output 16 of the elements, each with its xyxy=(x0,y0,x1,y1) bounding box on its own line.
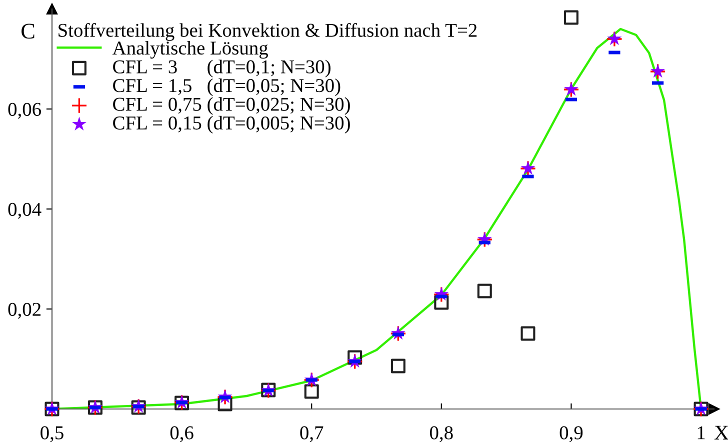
legend-label: CFL = 0,15 (dT=0,005; N=30) xyxy=(113,116,350,134)
y-tick-label: 0,04 xyxy=(8,202,42,219)
y-axis-title: C xyxy=(22,24,34,39)
x-tick-label: 1 xyxy=(698,426,705,440)
legend-label: Analytische Lösung xyxy=(112,40,268,59)
x-tick-label: 0,8 xyxy=(430,426,453,442)
legend-label: CFL = 0,75 (dT=0,025; N=30) xyxy=(113,97,350,115)
y-tick-label: 0,02 xyxy=(8,302,41,319)
x-tick-label: 0,9 xyxy=(560,426,583,442)
x-tick-label: 0,5 xyxy=(40,426,64,442)
legend-label: CFL = 1,5 (dT=0,05; N=30) xyxy=(113,78,340,96)
y-tick-label: 0,06 xyxy=(8,102,42,119)
x-tick-label: 0,6 xyxy=(170,426,194,442)
text: Stoffverteilung bei Konvektion & Diffusion nach T=2 xyxy=(58,23,477,41)
x-tick-label: 0,7 xyxy=(300,426,324,442)
legend-label: CFL = 3 (dT=0,1; N=30) xyxy=(113,60,330,78)
